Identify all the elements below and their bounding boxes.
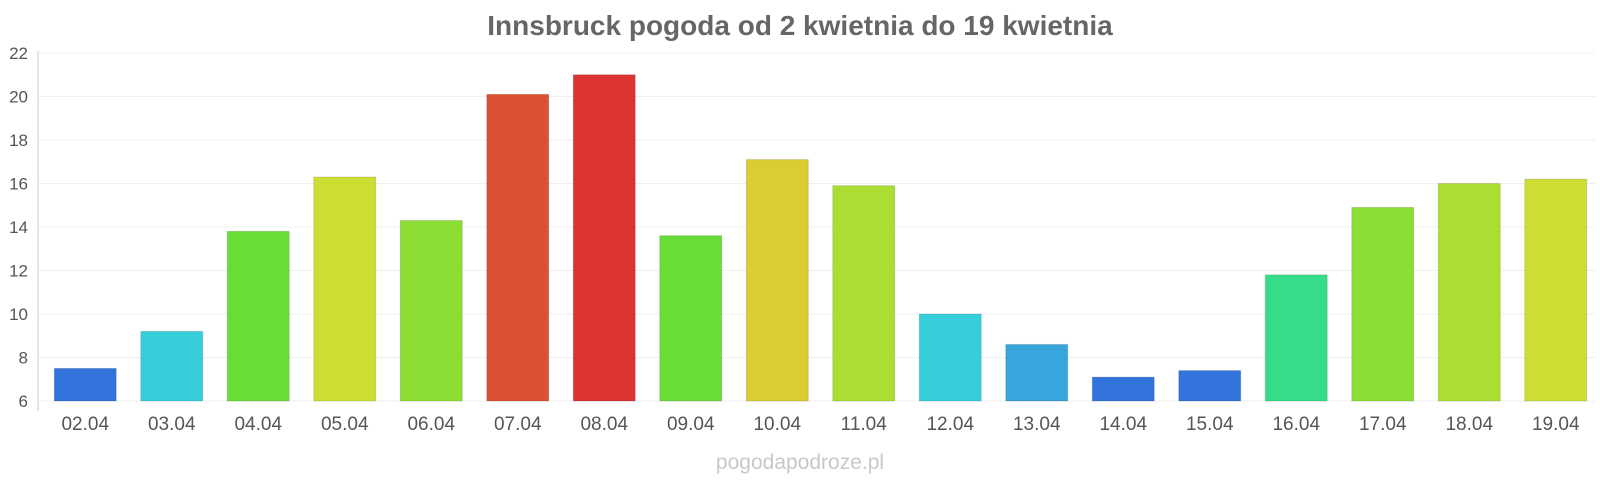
x-tick-label: 12.04 — [926, 414, 974, 435]
x-tick-label: 07.04 — [494, 414, 542, 435]
x-tick-label: 09.04 — [667, 414, 715, 435]
x-tick-label: 04.04 — [234, 414, 282, 435]
x-tick-label: 05.04 — [321, 414, 369, 435]
x-tick-label: 13.04 — [1013, 414, 1061, 435]
chart-title: Innsbruck pogoda od 2 kwietnia do 19 kwi… — [487, 10, 1113, 41]
y-tick-label: 6 — [19, 392, 28, 411]
bar — [659, 235, 723, 402]
bar — [1437, 183, 1501, 402]
x-tick-label: 18.04 — [1445, 414, 1493, 435]
x-tick-label: 02.04 — [61, 414, 109, 435]
bar — [226, 230, 290, 402]
y-tick-label: 16 — [9, 175, 28, 194]
bar — [486, 93, 550, 402]
x-tick-label: 17.04 — [1359, 414, 1407, 435]
y-tick-label: 8 — [19, 349, 28, 368]
y-tick-label: 18 — [9, 131, 28, 150]
bar — [1351, 206, 1415, 402]
bars — [53, 74, 1588, 402]
x-tick-label: 08.04 — [580, 414, 628, 435]
bar — [399, 219, 463, 402]
x-tick-label: 16.04 — [1272, 414, 1320, 435]
x-tick-label: 10.04 — [753, 414, 801, 435]
x-tick-label: 15.04 — [1186, 414, 1234, 435]
watermark-text: pogodapodroze.pl — [715, 451, 885, 474]
x-tick-label: 14.04 — [1099, 414, 1147, 435]
bar — [1264, 274, 1328, 402]
x-tick-label: 11.04 — [841, 414, 888, 435]
bar — [832, 185, 896, 402]
bar — [313, 176, 377, 402]
x-tick-label: 06.04 — [407, 414, 455, 435]
bar — [918, 313, 982, 402]
y-tick-label: 10 — [9, 305, 28, 324]
bar — [1005, 343, 1069, 402]
bar — [745, 159, 809, 402]
gridlines — [38, 52, 1595, 402]
bar — [53, 367, 117, 402]
y-tick-label: 22 — [9, 44, 28, 63]
x-tick-labels: 02.04 03.04 04.04 05.04 06.04 07.04 08.04 09.04… — [61, 414, 1579, 435]
bar — [572, 74, 636, 402]
bar — [1524, 178, 1588, 402]
bar — [1178, 370, 1242, 402]
bar — [140, 330, 204, 402]
y-tick-label: 20 — [9, 88, 28, 107]
x-tick-label: 03.04 — [148, 414, 196, 435]
x-tick-label: 19.04 — [1532, 414, 1580, 435]
y-tick-labels: 6 8 10 12 14 16 18 20 22 — [9, 44, 28, 411]
y-tick-label: 14 — [9, 218, 28, 237]
bar — [1091, 376, 1155, 402]
y-tick-label: 12 — [9, 262, 28, 281]
